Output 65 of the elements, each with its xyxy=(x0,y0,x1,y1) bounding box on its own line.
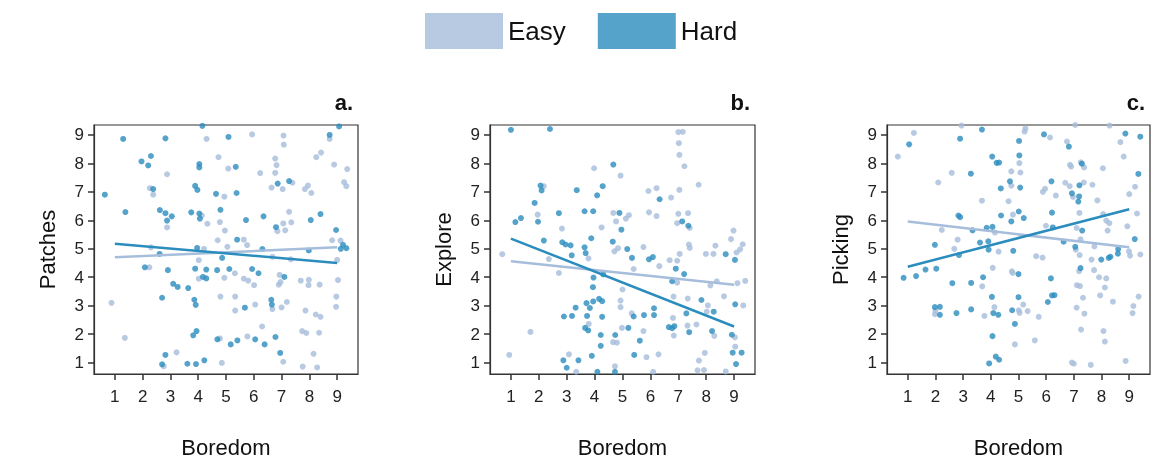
x-axis-title: Boredom xyxy=(577,434,668,460)
x-tick-label: 2 xyxy=(534,387,544,406)
y-tick-label: 8 xyxy=(470,153,480,173)
y-tick-label: 1 xyxy=(74,353,84,373)
x-tick-label: 9 xyxy=(729,387,739,406)
x-tick-label: 6 xyxy=(249,387,259,406)
x-tick-label: 5 xyxy=(1013,387,1024,406)
x-tick-label: 5 xyxy=(617,387,628,406)
y-tick-label: 9 xyxy=(74,125,84,145)
y-tick-label: 9 xyxy=(867,125,877,145)
x-tick-label: 6 xyxy=(1041,387,1051,406)
x-tick-label: 9 xyxy=(332,387,342,406)
y-tick-label: 2 xyxy=(867,324,877,344)
x-tick-label: 8 xyxy=(1096,387,1107,406)
y-tick-label: 9 xyxy=(470,125,480,145)
x-axis-title: Boredom xyxy=(973,434,1064,460)
x-tick-label: 5 xyxy=(221,387,231,406)
y-tick-label: 4 xyxy=(470,267,480,287)
y-tick-label: 4 xyxy=(867,267,877,287)
y-axis-title: Picking xyxy=(827,214,853,285)
x-tick-label: 2 xyxy=(930,387,941,406)
chart-title: a. xyxy=(334,89,354,115)
x-tick-label: 2 xyxy=(137,387,148,406)
y-tick-label: 8 xyxy=(867,153,877,173)
y-tick-label: 7 xyxy=(867,182,877,202)
y-tick-label: 5 xyxy=(867,239,877,259)
y-tick-label: 6 xyxy=(867,210,877,230)
x-tick-label: 7 xyxy=(673,387,684,406)
y-tick-label: 1 xyxy=(867,353,877,373)
chart-title: c. xyxy=(1126,89,1146,115)
y-tick-label: 4 xyxy=(74,267,84,287)
y-tick-label: 2 xyxy=(470,324,480,344)
x-tick-label: 8 xyxy=(304,387,315,406)
x-tick-label: 3 xyxy=(165,387,176,406)
x-tick-label: 7 xyxy=(1069,387,1079,406)
x-tick-label: 4 xyxy=(986,387,996,406)
x-tick-label: 6 xyxy=(645,387,656,406)
y-tick-label: 7 xyxy=(470,182,480,202)
y-tick-label: 3 xyxy=(74,296,84,316)
y-tick-label: 6 xyxy=(74,210,84,230)
y-axis-title: Explore xyxy=(430,212,456,287)
y-tick-label: 3 xyxy=(867,296,877,316)
x-tick-label: 4 xyxy=(193,387,203,406)
x-tick-label: 9 xyxy=(1124,387,1134,406)
x-tick-label: 1 xyxy=(903,387,913,406)
x-tick-label: 7 xyxy=(276,387,287,406)
x-axis-title: Boredom xyxy=(181,434,271,460)
legend-label: Hard xyxy=(680,16,738,46)
x-tick-label: 4 xyxy=(589,387,600,406)
legend-label: Easy xyxy=(508,16,566,46)
y-tick-label: 2 xyxy=(74,324,84,344)
y-tick-label: 3 xyxy=(470,296,480,316)
y-tick-label: 7 xyxy=(74,182,84,202)
x-tick-label: 3 xyxy=(958,387,968,406)
x-tick-label: 1 xyxy=(506,387,516,406)
chart-title: b. xyxy=(730,89,751,115)
y-tick-label: 5 xyxy=(470,239,480,259)
x-tick-label: 3 xyxy=(561,387,572,406)
y-axis-title: Patches xyxy=(34,209,60,290)
y-tick-label: 1 xyxy=(470,353,480,373)
x-tick-label: 1 xyxy=(110,387,120,406)
y-tick-label: 8 xyxy=(74,153,84,173)
y-tick-label: 5 xyxy=(74,239,84,259)
x-tick-label: 8 xyxy=(701,387,711,406)
y-tick-label: 6 xyxy=(470,210,480,230)
